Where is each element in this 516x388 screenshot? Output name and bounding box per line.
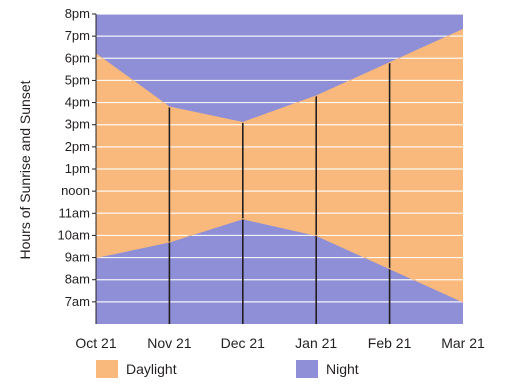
x-tick-label: Mar 21 [441,335,485,351]
y-tick-label: 10am [57,227,90,242]
legend: Daylight Night [96,360,496,378]
x-tick-label: Oct 21 [75,335,116,351]
y-tick-label: 5pm [65,72,90,87]
legend-item-night: Night [296,360,496,378]
legend-label-night: Night [326,361,359,377]
y-tick-label: 4pm [65,95,90,110]
y-tick-label: 3pm [65,117,90,132]
y-tick-label: 7pm [65,28,90,43]
x-tick-label: Dec 21 [221,335,266,351]
x-tick-label: Jan 21 [295,335,337,351]
legend-label-daylight: Daylight [126,361,177,377]
daylight-area [96,29,463,302]
y-axis-title: Hours of Sunrise and Sunset [17,80,33,259]
y-tick-label: 7am [65,294,90,309]
y-tick-label: 8pm [65,6,90,21]
x-axis-ticks: Oct 21 Nov 21 Dec 21 Jan 21 Feb 21 Mar 21 [75,335,485,351]
y-tick-label: 1pm [65,161,90,176]
y-tick-label: 2pm [65,139,90,154]
legend-swatch-daylight [96,360,118,378]
y-tick-label: 8am [65,272,90,287]
legend-item-daylight: Daylight [96,360,296,378]
y-axis-ticks: 7am 8am 9am 10am 11am noon 1pm 2pm 3pm 4pm 5pm 6pm 7… [57,6,96,309]
sunrise-line [95,218,464,303]
x-tick-label: Nov 21 [147,335,192,351]
y-tick-label: 11am [58,205,90,220]
sunset-line [95,29,464,124]
y-tick-label: 6pm [65,50,90,65]
x-tick-label: Feb 21 [368,335,412,351]
legend-swatch-night [296,360,318,378]
y-tick-label: 9am [65,250,90,265]
plot-area [95,13,464,324]
y-tick-label: noon [61,183,90,198]
